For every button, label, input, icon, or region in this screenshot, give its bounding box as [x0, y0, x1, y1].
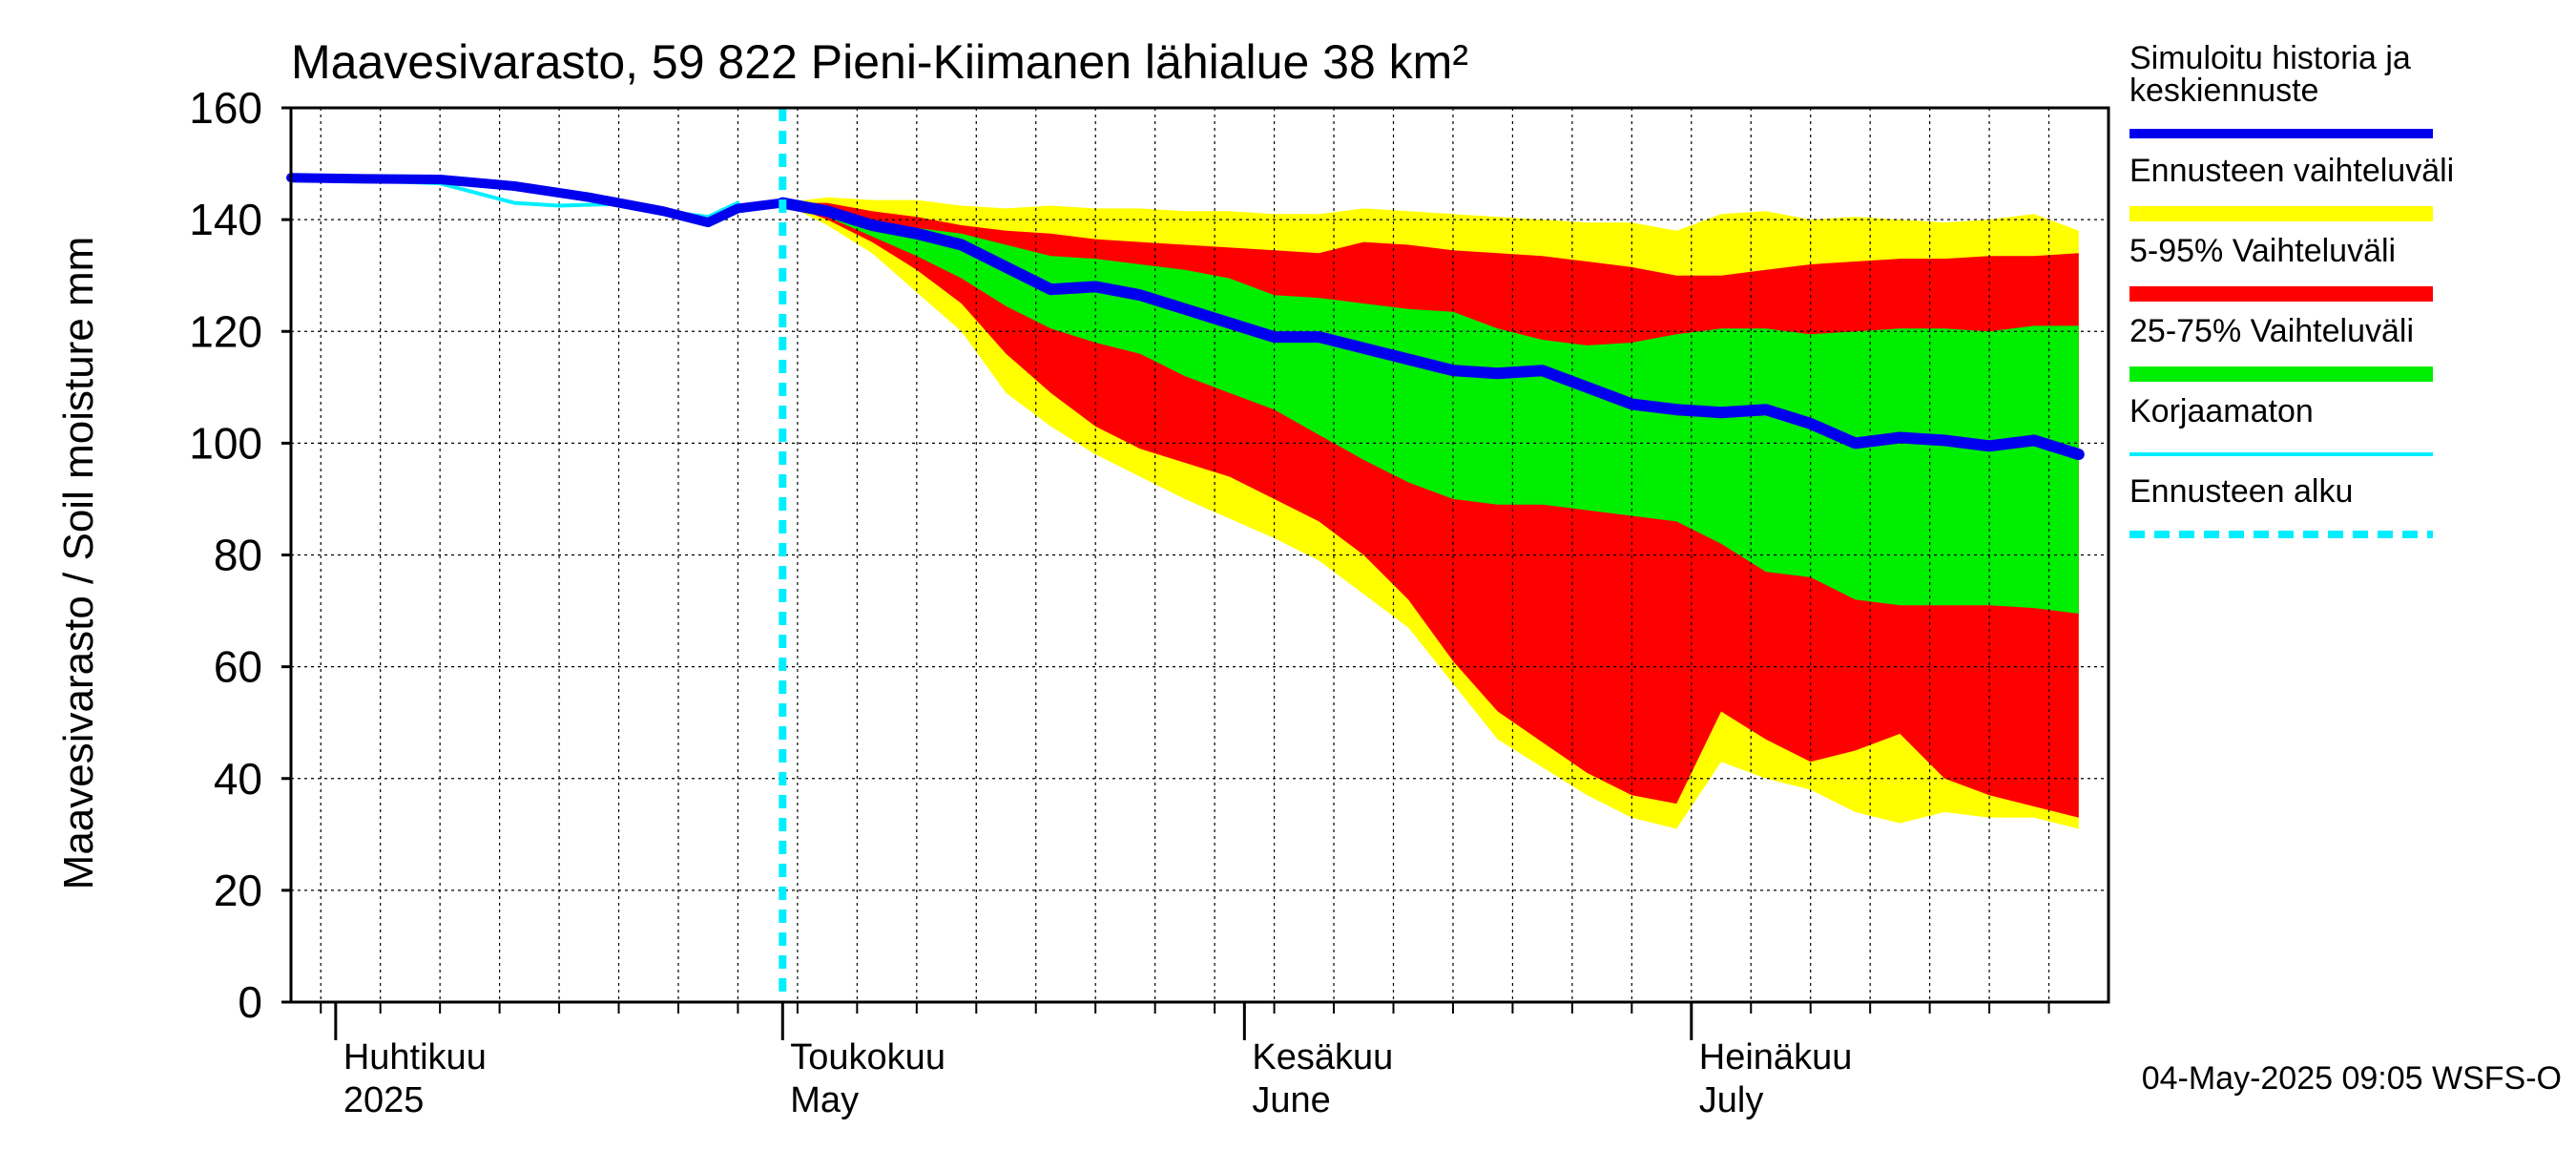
legend-label: Ennusteen vaihteluväli — [2129, 153, 2454, 189]
lines — [286, 108, 2085, 1002]
y-tick-label: 0 — [238, 977, 262, 1027]
month-label-en: June — [1252, 1080, 1330, 1120]
plot-bands — [782, 197, 2079, 829]
y-tick-label: 120 — [189, 306, 262, 356]
legend-label: Simuloitu historia ja — [2129, 40, 2411, 76]
history-line — [286, 173, 788, 228]
y-axis-label: Maavesivarasto / Soil moisture mm — [55, 237, 102, 890]
month-label-en: July — [1699, 1080, 1764, 1120]
timestamp-footer: 04-May-2025 09:05 WSFS-O — [2142, 1060, 2562, 1097]
month-label-en: 2025 — [343, 1080, 425, 1120]
month-label-fi: Huhtikuu — [343, 1037, 487, 1077]
band-25-75 — [782, 202, 2079, 614]
y-tick-label: 140 — [189, 195, 262, 244]
legend-label: Korjaamaton — [2129, 393, 2314, 429]
y-tick-label: 100 — [189, 418, 262, 468]
legend-label: 5-95% Vaihteluväli — [2129, 233, 2396, 269]
legend-label: keskiennuste — [2129, 73, 2318, 109]
y-tick-label: 20 — [214, 866, 262, 915]
month-label-fi: Toukokuu — [790, 1037, 945, 1077]
y-tick-label: 60 — [214, 642, 262, 692]
legend-label: Ennusteen alku — [2129, 473, 2353, 510]
month-label-fi: Heinäkuu — [1699, 1037, 1853, 1077]
month-label-en: May — [790, 1080, 859, 1120]
y-tick-label: 40 — [214, 754, 262, 804]
legend-label: 25-75% Vaihteluväli — [2129, 313, 2414, 349]
y-tick-label: 160 — [189, 83, 262, 133]
median-forecast-line — [777, 197, 2085, 461]
month-label-fi: Kesäkuu — [1252, 1037, 1393, 1077]
chart-title: Maavesivarasto, 59 822 Pieni-Kiimanen lä… — [291, 35, 1468, 89]
y-tick-label: 80 — [214, 531, 262, 580]
